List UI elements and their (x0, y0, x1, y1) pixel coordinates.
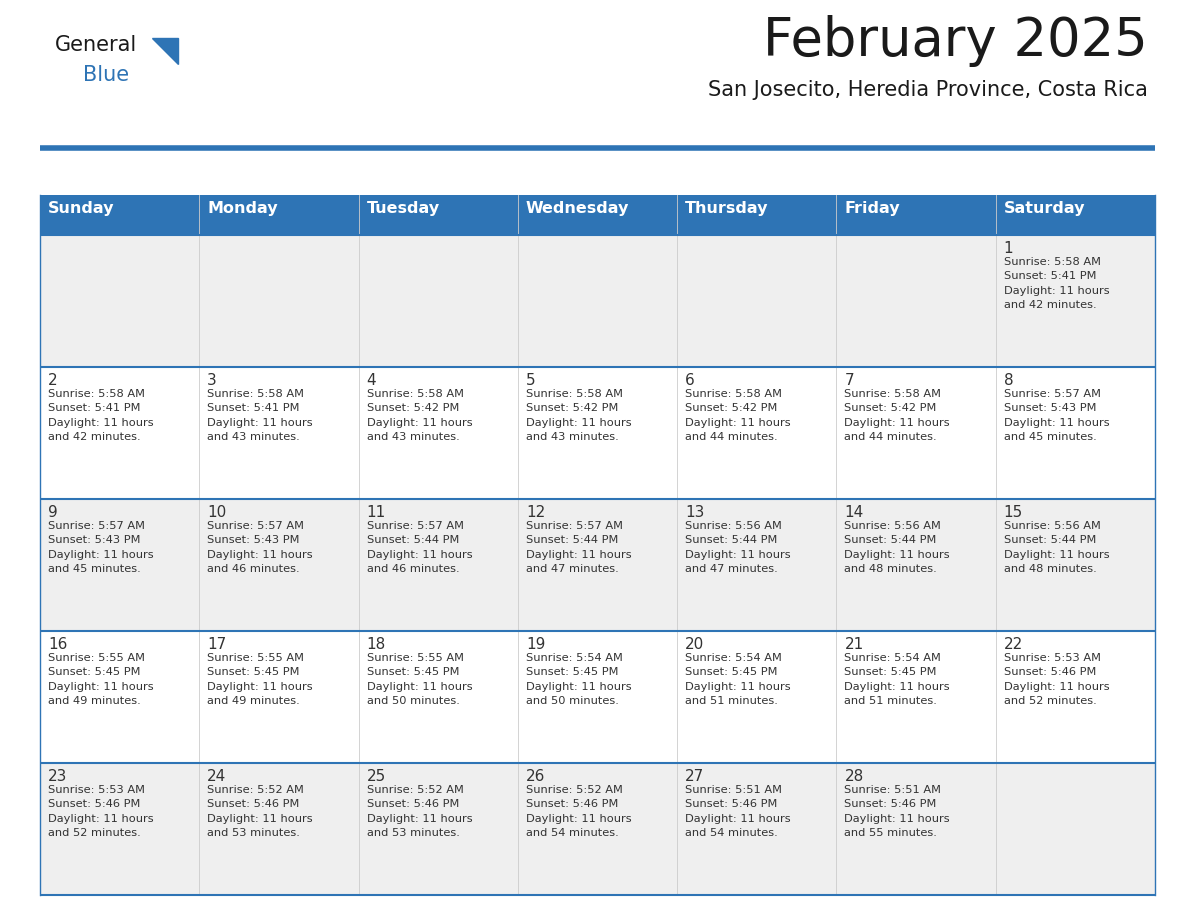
Text: Sunrise: 5:56 AM
Sunset: 5:44 PM
Daylight: 11 hours
and 48 minutes.: Sunrise: 5:56 AM Sunset: 5:44 PM Dayligh… (1004, 521, 1110, 574)
Text: 6: 6 (685, 373, 695, 388)
Text: Sunrise: 5:58 AM
Sunset: 5:41 PM
Daylight: 11 hours
and 43 minutes.: Sunrise: 5:58 AM Sunset: 5:41 PM Dayligh… (207, 389, 312, 442)
Text: Sunrise: 5:58 AM
Sunset: 5:42 PM
Daylight: 11 hours
and 43 minutes.: Sunrise: 5:58 AM Sunset: 5:42 PM Dayligh… (367, 389, 472, 442)
Text: 26: 26 (526, 769, 545, 784)
Text: Sunrise: 5:52 AM
Sunset: 5:46 PM
Daylight: 11 hours
and 53 minutes.: Sunrise: 5:52 AM Sunset: 5:46 PM Dayligh… (207, 785, 312, 838)
Text: Sunrise: 5:52 AM
Sunset: 5:46 PM
Daylight: 11 hours
and 54 minutes.: Sunrise: 5:52 AM Sunset: 5:46 PM Dayligh… (526, 785, 632, 838)
Bar (40, 763, 1155, 895)
Bar (40, 367, 1155, 499)
Text: 27: 27 (685, 769, 704, 784)
Text: Saturday: Saturday (1004, 201, 1085, 216)
Text: Wednesday: Wednesday (526, 201, 630, 216)
Text: Monday: Monday (207, 201, 278, 216)
Text: Sunrise: 5:51 AM
Sunset: 5:46 PM
Daylight: 11 hours
and 54 minutes.: Sunrise: 5:51 AM Sunset: 5:46 PM Dayligh… (685, 785, 791, 838)
Text: 5: 5 (526, 373, 536, 388)
Text: Sunrise: 5:57 AM
Sunset: 5:44 PM
Daylight: 11 hours
and 47 minutes.: Sunrise: 5:57 AM Sunset: 5:44 PM Dayligh… (526, 521, 632, 574)
Text: 22: 22 (1004, 637, 1023, 652)
Text: 20: 20 (685, 637, 704, 652)
Text: Sunrise: 5:58 AM
Sunset: 5:41 PM
Daylight: 11 hours
and 42 minutes.: Sunrise: 5:58 AM Sunset: 5:41 PM Dayligh… (48, 389, 153, 442)
Text: 13: 13 (685, 505, 704, 520)
Text: 1: 1 (1004, 241, 1013, 256)
Text: Sunrise: 5:53 AM
Sunset: 5:46 PM
Daylight: 11 hours
and 52 minutes.: Sunrise: 5:53 AM Sunset: 5:46 PM Dayligh… (48, 785, 153, 838)
Text: 3: 3 (207, 373, 217, 388)
Text: 12: 12 (526, 505, 545, 520)
Text: Sunrise: 5:55 AM
Sunset: 5:45 PM
Daylight: 11 hours
and 49 minutes.: Sunrise: 5:55 AM Sunset: 5:45 PM Dayligh… (48, 653, 153, 706)
Text: Sunrise: 5:54 AM
Sunset: 5:45 PM
Daylight: 11 hours
and 51 minutes.: Sunrise: 5:54 AM Sunset: 5:45 PM Dayligh… (685, 653, 791, 706)
Text: Sunrise: 5:58 AM
Sunset: 5:41 PM
Daylight: 11 hours
and 42 minutes.: Sunrise: 5:58 AM Sunset: 5:41 PM Dayligh… (1004, 257, 1110, 310)
Text: Thursday: Thursday (685, 201, 769, 216)
Text: Blue: Blue (83, 65, 129, 85)
Text: Friday: Friday (845, 201, 901, 216)
Text: 21: 21 (845, 637, 864, 652)
Polygon shape (152, 38, 178, 64)
Text: Sunrise: 5:51 AM
Sunset: 5:46 PM
Daylight: 11 hours
and 55 minutes.: Sunrise: 5:51 AM Sunset: 5:46 PM Dayligh… (845, 785, 950, 838)
Text: Sunrise: 5:57 AM
Sunset: 5:43 PM
Daylight: 11 hours
and 45 minutes.: Sunrise: 5:57 AM Sunset: 5:43 PM Dayligh… (1004, 389, 1110, 442)
Text: General: General (55, 35, 138, 55)
Text: San Josecito, Heredia Province, Costa Rica: San Josecito, Heredia Province, Costa Ri… (708, 80, 1148, 100)
Text: Sunrise: 5:55 AM
Sunset: 5:45 PM
Daylight: 11 hours
and 50 minutes.: Sunrise: 5:55 AM Sunset: 5:45 PM Dayligh… (367, 653, 472, 706)
Text: 8: 8 (1004, 373, 1013, 388)
Text: 9: 9 (48, 505, 58, 520)
Text: Sunrise: 5:57 AM
Sunset: 5:43 PM
Daylight: 11 hours
and 46 minutes.: Sunrise: 5:57 AM Sunset: 5:43 PM Dayligh… (207, 521, 312, 574)
Text: 25: 25 (367, 769, 386, 784)
Text: Sunrise: 5:58 AM
Sunset: 5:42 PM
Daylight: 11 hours
and 43 minutes.: Sunrise: 5:58 AM Sunset: 5:42 PM Dayligh… (526, 389, 632, 442)
Text: Sunrise: 5:52 AM
Sunset: 5:46 PM
Daylight: 11 hours
and 53 minutes.: Sunrise: 5:52 AM Sunset: 5:46 PM Dayligh… (367, 785, 472, 838)
Text: Sunrise: 5:57 AM
Sunset: 5:44 PM
Daylight: 11 hours
and 46 minutes.: Sunrise: 5:57 AM Sunset: 5:44 PM Dayligh… (367, 521, 472, 574)
Text: 15: 15 (1004, 505, 1023, 520)
Text: February 2025: February 2025 (763, 15, 1148, 67)
Text: Sunrise: 5:56 AM
Sunset: 5:44 PM
Daylight: 11 hours
and 47 minutes.: Sunrise: 5:56 AM Sunset: 5:44 PM Dayligh… (685, 521, 791, 574)
Text: Sunday: Sunday (48, 201, 114, 216)
Bar (40, 499, 1155, 631)
Text: 24: 24 (207, 769, 227, 784)
Text: Sunrise: 5:56 AM
Sunset: 5:44 PM
Daylight: 11 hours
and 48 minutes.: Sunrise: 5:56 AM Sunset: 5:44 PM Dayligh… (845, 521, 950, 574)
Text: 19: 19 (526, 637, 545, 652)
Text: 16: 16 (48, 637, 68, 652)
Text: 17: 17 (207, 637, 227, 652)
Text: Tuesday: Tuesday (367, 201, 440, 216)
Text: Sunrise: 5:57 AM
Sunset: 5:43 PM
Daylight: 11 hours
and 45 minutes.: Sunrise: 5:57 AM Sunset: 5:43 PM Dayligh… (48, 521, 153, 574)
Bar (40, 631, 1155, 763)
Text: Sunrise: 5:54 AM
Sunset: 5:45 PM
Daylight: 11 hours
and 50 minutes.: Sunrise: 5:54 AM Sunset: 5:45 PM Dayligh… (526, 653, 632, 706)
Text: 23: 23 (48, 769, 68, 784)
Text: Sunrise: 5:55 AM
Sunset: 5:45 PM
Daylight: 11 hours
and 49 minutes.: Sunrise: 5:55 AM Sunset: 5:45 PM Dayligh… (207, 653, 312, 706)
Text: Sunrise: 5:54 AM
Sunset: 5:45 PM
Daylight: 11 hours
and 51 minutes.: Sunrise: 5:54 AM Sunset: 5:45 PM Dayligh… (845, 653, 950, 706)
Text: 4: 4 (367, 373, 377, 388)
Text: 10: 10 (207, 505, 227, 520)
Text: 2: 2 (48, 373, 58, 388)
Text: 11: 11 (367, 505, 386, 520)
Text: Sunrise: 5:58 AM
Sunset: 5:42 PM
Daylight: 11 hours
and 44 minutes.: Sunrise: 5:58 AM Sunset: 5:42 PM Dayligh… (685, 389, 791, 442)
Text: Sunrise: 5:53 AM
Sunset: 5:46 PM
Daylight: 11 hours
and 52 minutes.: Sunrise: 5:53 AM Sunset: 5:46 PM Dayligh… (1004, 653, 1110, 706)
Text: 18: 18 (367, 637, 386, 652)
Text: 28: 28 (845, 769, 864, 784)
Bar (40, 195, 1155, 235)
Text: Sunrise: 5:58 AM
Sunset: 5:42 PM
Daylight: 11 hours
and 44 minutes.: Sunrise: 5:58 AM Sunset: 5:42 PM Dayligh… (845, 389, 950, 442)
Text: 7: 7 (845, 373, 854, 388)
Bar (40, 235, 1155, 367)
Text: 14: 14 (845, 505, 864, 520)
